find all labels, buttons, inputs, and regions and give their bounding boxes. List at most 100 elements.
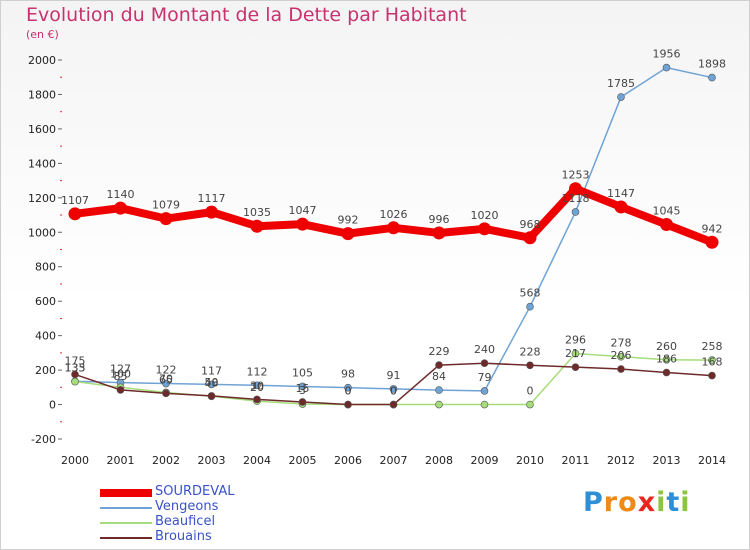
data-label: 0	[390, 385, 397, 398]
data-label: 85	[114, 370, 128, 383]
data-label: 168	[702, 356, 723, 369]
data-label: 206	[611, 349, 632, 362]
data-point	[523, 231, 537, 245]
data-label: 133	[65, 362, 86, 375]
data-point	[435, 361, 443, 369]
data-point	[253, 395, 261, 404]
data-point	[159, 212, 173, 226]
data-label: 175	[65, 354, 86, 367]
data-point	[387, 221, 400, 235]
data-point	[114, 201, 127, 215]
data-label: 1107	[61, 194, 89, 207]
data-point	[298, 398, 307, 406]
data-point	[614, 200, 628, 214]
data-point	[662, 63, 671, 72]
data-point	[478, 222, 491, 236]
data-label: 65	[159, 373, 173, 386]
data-point	[571, 208, 580, 216]
data-label: 217	[565, 347, 586, 360]
data-label: 1956	[653, 48, 681, 61]
chart-title: Evolution du Montant de la Dette par Hab…	[26, 4, 467, 26]
data-label: 260	[656, 340, 677, 353]
y-tick-label: 1800	[28, 88, 56, 101]
data-point	[162, 389, 170, 398]
data-point	[207, 380, 216, 389]
data-point	[389, 400, 398, 409]
data-label: 91	[387, 369, 401, 382]
data-label: 48	[205, 376, 219, 389]
data-label: 0	[390, 385, 397, 398]
data-label: 15	[296, 382, 310, 395]
data-label: 568	[520, 287, 541, 300]
x-tick-label: 2003	[198, 454, 226, 467]
data-label: 186	[656, 353, 677, 366]
data-point	[571, 349, 580, 358]
data-point	[617, 93, 625, 101]
data-label: 70	[159, 372, 173, 385]
data-point	[71, 370, 79, 379]
legend-swatch	[100, 537, 152, 539]
y-tick-label: 600	[35, 295, 56, 308]
x-tick-label: 2014	[698, 454, 726, 467]
data-point	[432, 226, 446, 240]
data-point	[526, 302, 534, 311]
data-label: 122	[156, 364, 177, 377]
x-tick-label: 2009	[471, 454, 499, 467]
logo-letter: r	[603, 487, 619, 518]
logo-letter: i	[656, 487, 667, 518]
logo-letter: o	[618, 487, 638, 518]
data-point	[662, 368, 671, 377]
data-point	[480, 387, 489, 395]
data-point	[344, 383, 352, 392]
legend-label: Vengeons	[155, 499, 219, 514]
y-tick-label: 200	[35, 364, 56, 377]
data-point	[569, 182, 582, 196]
y-tick-label: 2000	[28, 54, 56, 67]
legend-swatch	[100, 522, 152, 524]
data-label: 0	[345, 385, 352, 398]
data-point	[344, 400, 352, 409]
data-label: 3	[299, 384, 306, 397]
data-label: 1035	[243, 206, 271, 219]
data-point	[207, 392, 216, 400]
x-tick-label: 2007	[380, 454, 408, 467]
data-point	[526, 361, 534, 370]
x-tick-label: 2012	[607, 454, 635, 467]
data-label: 105	[292, 366, 313, 379]
logo-letter: i	[680, 487, 691, 518]
data-label: 1079	[152, 199, 180, 212]
data-point	[250, 219, 264, 233]
data-label: 1026	[380, 208, 408, 221]
y-tick-label: 1200	[28, 192, 56, 205]
logo-letter: P	[583, 487, 604, 518]
data-label: 1147	[607, 187, 635, 200]
data-label: 228	[520, 345, 541, 358]
data-point	[435, 400, 443, 409]
data-label: 127	[110, 363, 131, 376]
data-label: 1253	[562, 169, 590, 182]
data-label: 1045	[653, 205, 681, 218]
y-tick-label: 400	[35, 330, 56, 343]
x-tick-label: 2008	[425, 454, 453, 467]
data-label: 1047	[289, 204, 317, 217]
data-point	[205, 205, 218, 219]
data-label: 992	[338, 214, 359, 227]
y-tick-label: 800	[35, 261, 56, 274]
data-label: 1140	[107, 188, 135, 201]
data-point	[660, 218, 673, 232]
data-label: 50	[205, 376, 219, 389]
legend-label: Brouains	[155, 529, 212, 544]
data-point	[296, 217, 309, 231]
data-label: 98	[341, 368, 355, 381]
x-tick-label: 2013	[653, 454, 681, 467]
y-tick-label: -200	[31, 433, 56, 446]
data-label: 84	[432, 370, 446, 383]
data-point	[617, 352, 625, 361]
data-label: 240	[474, 343, 495, 356]
logo-letter: t	[666, 487, 681, 518]
data-label: 112	[247, 365, 268, 378]
proxiti-logo: Proxiti	[583, 487, 691, 518]
y-tick-label: 1000	[28, 226, 56, 239]
